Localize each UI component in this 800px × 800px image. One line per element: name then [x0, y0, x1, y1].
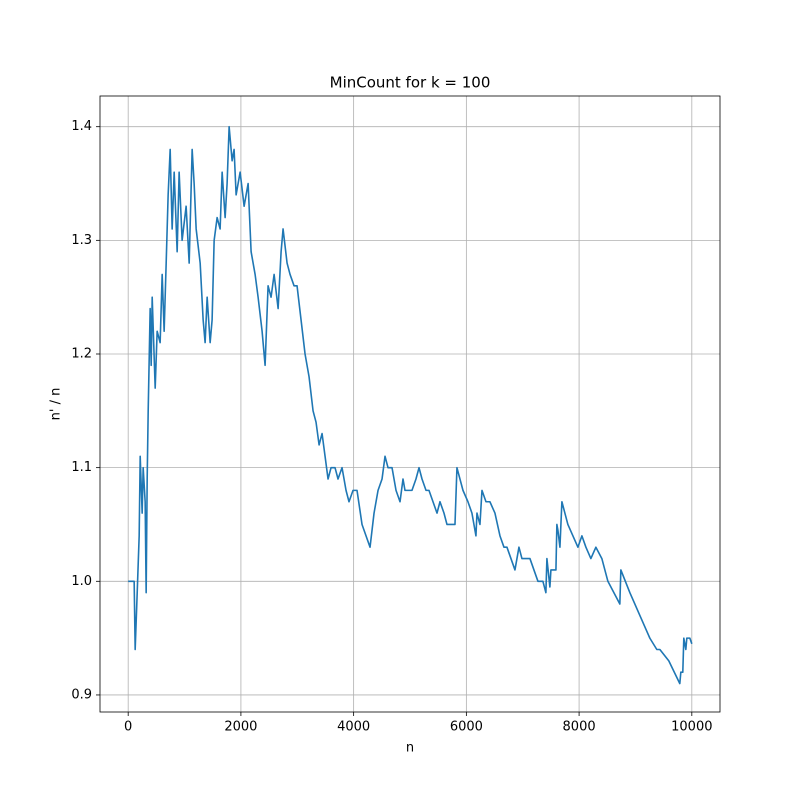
x-tick-label: 2000 — [224, 720, 257, 735]
y-tick-label: 1.2 — [71, 346, 92, 361]
x-tick-label: 0 — [124, 720, 132, 735]
x-tick-label: 6000 — [450, 720, 483, 735]
y-tick-label: 1.3 — [71, 233, 92, 248]
y-tick-label: 0.9 — [71, 687, 92, 702]
y-tick-label: 1.1 — [71, 460, 92, 475]
y-tick-label: 1.0 — [71, 574, 92, 589]
chart-title: MinCount for k = 100 — [330, 74, 491, 92]
y-axis-label: n' / n — [49, 388, 64, 421]
x-axis-label: n — [406, 741, 414, 756]
x-tick-label: 10000 — [671, 720, 712, 735]
y-tick-label: 1.4 — [71, 119, 92, 134]
x-tick-label: 4000 — [337, 720, 370, 735]
plot-frame — [99, 95, 721, 713]
x-tick-label: 8000 — [563, 720, 596, 735]
line-series — [128, 125, 693, 685]
